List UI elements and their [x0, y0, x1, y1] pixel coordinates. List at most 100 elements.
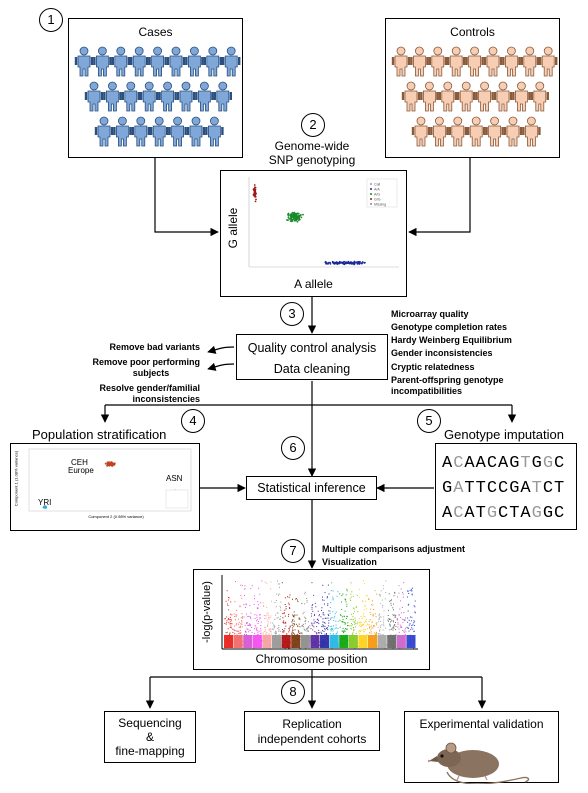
qc-note-resolve: Resolve gender/familial [99, 383, 200, 393]
step-3-badge: 3 [280, 302, 304, 326]
validation-label: Experimental validation [419, 717, 544, 731]
case-person-icon [213, 81, 232, 112]
genotype-point [288, 217, 291, 220]
cluster-yri-label: YRI [38, 498, 52, 507]
case-person-icon [121, 81, 140, 112]
legend-marker [370, 188, 372, 190]
nucleotide: C [486, 454, 499, 473]
control-person-icon [483, 46, 503, 77]
case-person-icon [130, 46, 149, 77]
genotype-point [292, 217, 295, 220]
legend-marker [370, 183, 372, 185]
nucleotide: A [453, 479, 465, 498]
chromosome-segment [252, 580, 263, 649]
chromosome-segment [233, 581, 244, 648]
chromosome-segment [358, 580, 368, 649]
genotype-point [302, 213, 304, 216]
control-person-icon [428, 46, 447, 77]
controls-label: Controls [450, 25, 495, 39]
step-4-badge: 4 [181, 409, 205, 433]
nucleotide: G [531, 454, 543, 473]
manhattan-box: -log(p-value) Chromosome position [193, 569, 430, 670]
genotype-point [297, 212, 300, 215]
control-person-icon [401, 81, 421, 112]
sequencing-box: Sequencing & fine-mapping [104, 711, 196, 763]
genotype-point [254, 200, 257, 203]
genotype-point [293, 219, 296, 222]
validation-box: Experimental validation [404, 711, 559, 784]
sequencing-line3: fine-mapping [115, 744, 185, 758]
genotype-cluster [286, 211, 304, 223]
qc-criteria-microarray: Microarray quality [391, 309, 469, 319]
genotype-point [353, 263, 355, 266]
nucleotide: G [486, 504, 499, 523]
pca-point [107, 464, 110, 467]
mouse-icon [427, 742, 530, 784]
nucleotide: C [554, 504, 566, 523]
chromosome-segment [396, 582, 407, 649]
genotype-point [292, 216, 295, 219]
nucleotide: T [509, 504, 521, 523]
nucleotide: G [509, 454, 521, 473]
genotype-point [289, 214, 292, 217]
manhattan-plot [221, 575, 418, 650]
case-person-icon [103, 81, 122, 112]
control-person-icon [391, 46, 411, 77]
imputation-box: ACAACAGTGGC GATTCCGATCT ACATGCTAGGC [435, 443, 577, 530]
genotyping-xlabel: A allele [294, 277, 333, 291]
chromosome-segment [406, 587, 416, 649]
genotype-point [342, 262, 345, 264]
legend-entry: A/G [374, 193, 380, 197]
chromosome-segment [387, 591, 397, 649]
qc-note-remove-subjects: Remove poor performing [92, 357, 200, 367]
pca-point [104, 462, 107, 465]
case-person-icon [186, 116, 206, 147]
chromosome-segment [262, 581, 272, 649]
qc-note-resolve-2: inconsistencies [132, 394, 200, 404]
chromosome-segment [224, 590, 234, 649]
genotype-point [294, 213, 297, 216]
legend-entry: A/A [374, 188, 380, 192]
step-6-badge: 6 [281, 436, 305, 460]
nucleotide: G [542, 504, 555, 523]
multiple-comparisons-label: Multiple comparisons adjustment [322, 544, 466, 554]
genotype-point [358, 263, 361, 265]
pca-xlabel: Component 2 (0.98% variance) [88, 514, 144, 519]
inference-label: Statistical inference [257, 481, 366, 495]
case-person-icon [168, 116, 187, 147]
control-person-icon [503, 116, 523, 147]
genotype-point [332, 261, 335, 264]
chromosome-segment [348, 582, 359, 649]
genotype-point [289, 215, 292, 218]
genotype-point [363, 262, 366, 264]
nucleotide: G [542, 454, 555, 473]
replication-line2: independent cohorts [257, 732, 367, 746]
genotype-point [291, 218, 294, 221]
genotype-point [253, 187, 256, 190]
genotype-point [254, 192, 256, 195]
case-person-icon [94, 116, 114, 147]
qc-line2: Data cleaning [273, 362, 351, 376]
legend-entry: G/G [374, 198, 381, 202]
genotype-point [345, 262, 348, 265]
genotype-point [355, 261, 358, 264]
control-person-icon [438, 81, 457, 112]
genotype-point [294, 218, 297, 221]
control-person-icon [465, 46, 484, 77]
controls-box: Controls [385, 18, 560, 158]
stratification-title: Population stratification [32, 427, 167, 442]
legend-entry: Call [374, 183, 380, 187]
control-person-icon [493, 81, 513, 112]
chromosome-segment [339, 588, 349, 648]
cluster-ceh-label: CEH [71, 458, 88, 467]
nucleotide: T [464, 479, 476, 498]
qc-criteria-hwe: Hardy Weinberg Equilibrium [391, 335, 512, 345]
qc-criteria-completion: Genotype completion rates [391, 322, 508, 332]
nucleotide: G [442, 479, 454, 498]
nucleotide: C [498, 479, 510, 498]
case-person-icon [203, 46, 222, 77]
pca-point [113, 462, 116, 465]
control-person-icon [410, 46, 429, 77]
genotype-point [252, 193, 255, 196]
